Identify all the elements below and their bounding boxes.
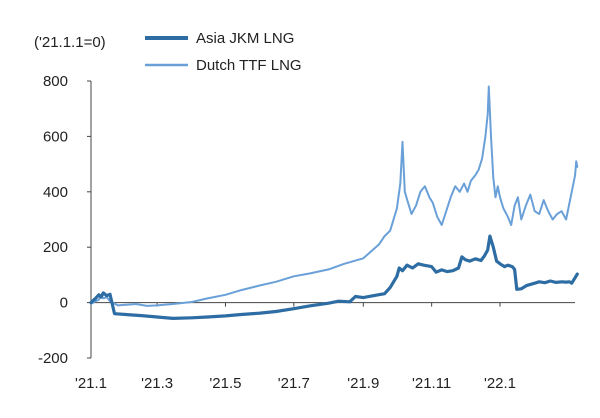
y-tick-label: 800: [43, 73, 68, 90]
x-tick-label: '21.1: [75, 375, 107, 392]
x-tick-label: '22.1: [484, 375, 516, 392]
x-tick-label: '21.3: [141, 375, 173, 392]
legend-label-dutch-ttf: Dutch TTF LNG: [196, 57, 302, 74]
y-axis: -200 0 200 400 600 800: [38, 73, 92, 367]
series-line-asia-jkm: [89, 234, 579, 320]
y-tick-label: -200: [38, 350, 68, 367]
x-tick-label: '21.11: [412, 375, 451, 392]
y-tick-label: 0: [60, 295, 68, 312]
y-tick-label: 600: [43, 128, 68, 145]
x-tick-label: '21.9: [347, 375, 379, 392]
legend: Asia JKM LNG Dutch TTF LNG: [145, 30, 302, 74]
x-axis: '21.1 '21.3 '21.5 '21.7 '21.9 '21.11 '22.1: [75, 302, 575, 392]
y-tick-label: 400: [43, 184, 68, 201]
legend-label-asia-jkm: Asia JKM LNG: [196, 30, 294, 47]
x-tick-label: '21.7: [278, 375, 310, 392]
unit-note: ('21.1.1=0): [34, 34, 106, 51]
x-tick-label: '21.5: [209, 375, 241, 392]
series-line-dutch-ttf: [90, 85, 579, 307]
series-group: [89, 85, 579, 320]
y-tick-label: 200: [43, 239, 68, 256]
